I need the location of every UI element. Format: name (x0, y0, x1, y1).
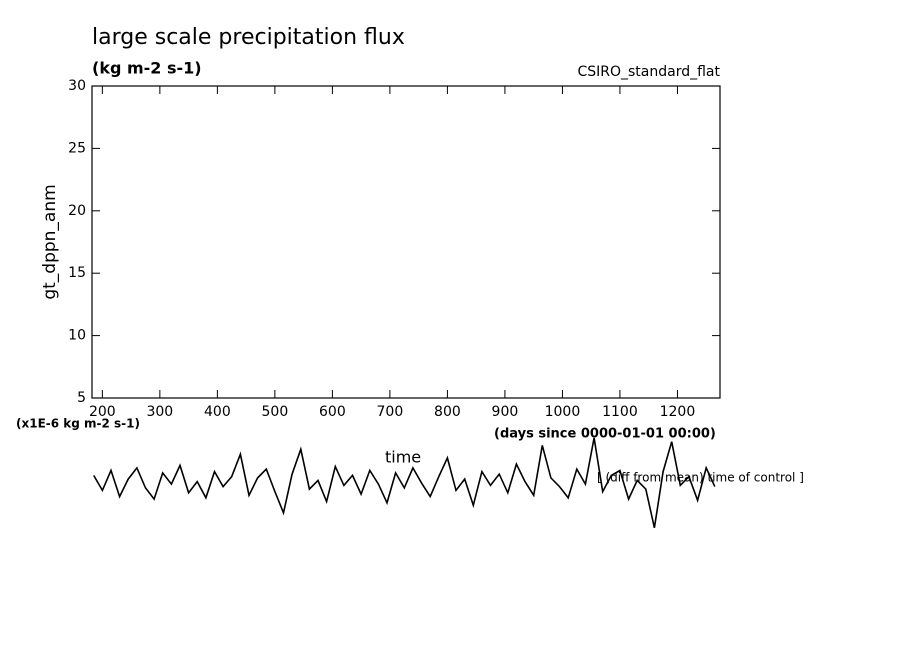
y-tick-label: 20 (68, 203, 86, 219)
x-tick-label: 800 (434, 404, 461, 420)
x-tick-label: 1000 (545, 404, 581, 420)
x-units: (days since 0000-01-01 00:00) (494, 427, 716, 442)
y-tick-label: 15 (68, 265, 86, 281)
x-tick-label: 200 (89, 404, 116, 420)
y-tick-label: 30 (68, 78, 86, 94)
x-tick-label: 1200 (660, 404, 696, 420)
y-tick-label: 5 (77, 390, 86, 406)
x-tick-label: 300 (146, 404, 173, 420)
x-tick-label: 600 (319, 404, 346, 420)
series-label: [ (diff from mean) time of control ] (597, 471, 804, 485)
chart-title: large scale precipitation flux (92, 25, 405, 50)
x-tick-label: 500 (262, 404, 289, 420)
y-axis-label: gt_dppn_anm (40, 184, 60, 299)
subtitle: (kg m-2 s-1) (92, 59, 202, 78)
source-label: CSIRO_standard_flat (577, 64, 720, 80)
y-tick-label: 10 (68, 328, 86, 344)
x-tick-label: 1100 (602, 404, 638, 420)
x-tick-label: 900 (492, 404, 519, 420)
x-axis-label: time (385, 448, 421, 467)
y-units: (x1E-6 kg m-2 s-1) (16, 417, 140, 431)
x-tick-label: 400 (204, 404, 231, 420)
x-tick-label: 700 (377, 404, 404, 420)
plot-frame (91, 85, 721, 399)
data-line (93, 437, 716, 528)
y-tick-label: 25 (68, 140, 86, 156)
